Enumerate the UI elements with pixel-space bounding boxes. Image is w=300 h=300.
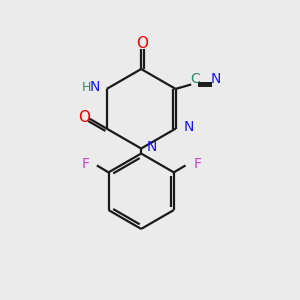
Text: O: O [136,36,148,51]
Text: N: N [90,80,100,94]
Text: O: O [78,110,90,125]
Text: F: F [193,157,201,171]
Text: H: H [82,81,92,94]
Text: N: N [184,120,194,134]
Text: N: N [211,72,221,86]
Text: N: N [147,140,158,154]
Text: F: F [81,157,89,171]
Text: C: C [190,72,200,86]
